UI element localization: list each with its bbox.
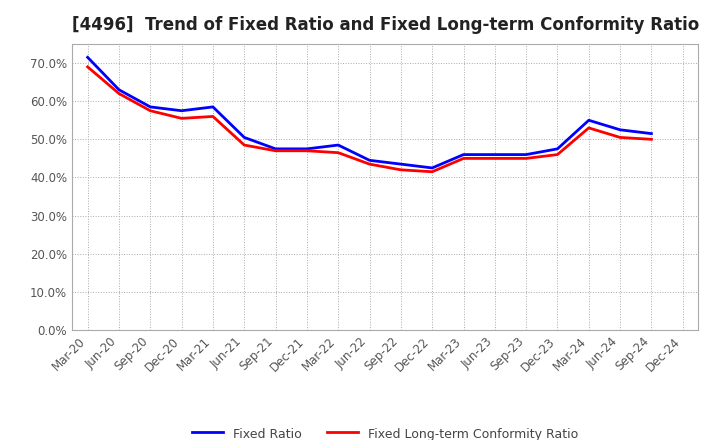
Fixed Long-term Conformity Ratio [84,64,92,70]
Fixed Ratio [428,165,436,171]
Fixed Ratio [585,117,593,123]
Title: [4496]  Trend of Fixed Ratio and Fixed Long-term Conformity Ratio: [4496] Trend of Fixed Ratio and Fixed Lo… [71,16,699,34]
Fixed Ratio [334,143,343,148]
Fixed Long-term Conformity Ratio [114,91,123,96]
Fixed Ratio [302,146,311,151]
Fixed Ratio [146,104,155,110]
Fixed Ratio [84,55,92,60]
Fixed Ratio [522,152,531,157]
Fixed Ratio [647,131,656,136]
Line: Fixed Ratio: Fixed Ratio [88,57,652,168]
Fixed Ratio [114,87,123,92]
Legend: Fixed Ratio, Fixed Long-term Conformity Ratio: Fixed Ratio, Fixed Long-term Conformity … [187,422,583,440]
Fixed Long-term Conformity Ratio [365,161,374,167]
Fixed Ratio [271,146,280,151]
Fixed Long-term Conformity Ratio [428,169,436,174]
Fixed Long-term Conformity Ratio [209,114,217,119]
Fixed Long-term Conformity Ratio [271,148,280,154]
Fixed Ratio [459,152,468,157]
Fixed Long-term Conformity Ratio [522,156,531,161]
Fixed Long-term Conformity Ratio [616,135,624,140]
Fixed Ratio [365,158,374,163]
Fixed Ratio [209,104,217,110]
Fixed Long-term Conformity Ratio [490,156,499,161]
Fixed Ratio [397,161,405,167]
Fixed Ratio [553,146,562,151]
Fixed Long-term Conformity Ratio [146,108,155,114]
Fixed Ratio [616,127,624,132]
Fixed Long-term Conformity Ratio [240,143,248,148]
Fixed Ratio [240,135,248,140]
Fixed Long-term Conformity Ratio [302,148,311,154]
Fixed Long-term Conformity Ratio [177,116,186,121]
Fixed Long-term Conformity Ratio [397,167,405,172]
Fixed Long-term Conformity Ratio [647,137,656,142]
Fixed Ratio [490,152,499,157]
Fixed Long-term Conformity Ratio [553,152,562,157]
Fixed Ratio [177,108,186,114]
Fixed Long-term Conformity Ratio [585,125,593,131]
Line: Fixed Long-term Conformity Ratio: Fixed Long-term Conformity Ratio [88,67,652,172]
Fixed Long-term Conformity Ratio [334,150,343,155]
Fixed Long-term Conformity Ratio [459,156,468,161]
